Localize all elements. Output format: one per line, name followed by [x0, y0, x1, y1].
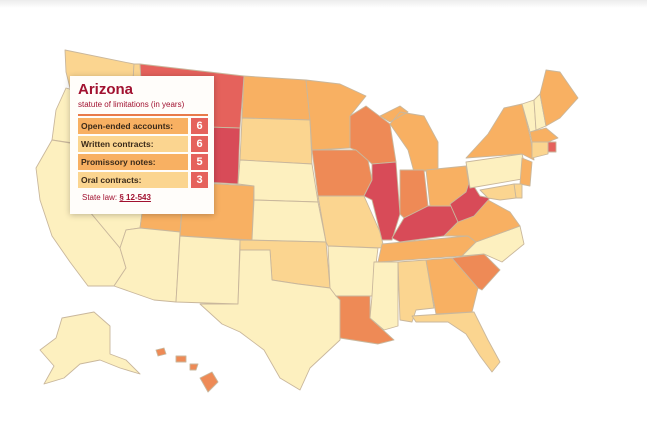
state-ma[interactable]	[529, 127, 559, 143]
tooltip-row-value: 3	[191, 172, 208, 188]
state-pa[interactable]	[465, 153, 529, 189]
state-law-link[interactable]: § 12-543	[119, 193, 151, 202]
state-tx[interactable]	[199, 249, 341, 391]
state-la[interactable]	[335, 295, 395, 345]
tooltip-state-name: Arizona	[78, 81, 134, 98]
state-wv[interactable]	[449, 179, 491, 223]
tooltip-row-label: Open-ended accounts:	[78, 118, 188, 134]
tooltip-row-value: 6	[191, 118, 208, 134]
state-ct[interactable]	[531, 141, 549, 159]
state-md[interactable]	[479, 183, 517, 201]
state-nj[interactable]	[519, 157, 533, 187]
state-il[interactable]	[363, 161, 401, 241]
state-me[interactable]	[539, 69, 579, 127]
state-ri[interactable]	[547, 141, 557, 153]
state-ar[interactable]	[327, 245, 379, 297]
state-ak[interactable]	[39, 311, 141, 385]
tooltip-state-law: State law: § 12-543	[78, 193, 208, 202]
tooltip-row-value: 6	[191, 136, 208, 152]
tooltip-row-value: 5	[191, 154, 208, 170]
state-nm[interactable]	[175, 235, 241, 305]
tooltip-subtitle: statute of limitations (in years)	[78, 99, 208, 116]
state-ks[interactable]	[251, 199, 327, 243]
tooltip-row-label: Oral contracts:	[78, 172, 188, 188]
state-ia[interactable]	[311, 149, 373, 197]
tooltip-row-label: Promissory notes:	[78, 154, 188, 170]
tooltip-row-promissory: Promissory notes: 5	[78, 154, 208, 170]
state-az[interactable]	[113, 227, 181, 303]
state-ny[interactable]	[465, 103, 535, 161]
state-hi[interactable]	[155, 347, 219, 393]
tooltip-row-open-ended: Open-ended accounts: 6	[78, 118, 208, 134]
state-ms[interactable]	[369, 261, 399, 331]
state-tooltip: Arizona statute of limitations (in years…	[70, 76, 214, 214]
tooltip-row-label: Written contracts:	[78, 136, 188, 152]
state-sd[interactable]	[239, 117, 313, 165]
top-shadow-bar	[0, 0, 647, 8]
state-ga[interactable]	[425, 257, 479, 315]
state-law-prefix: State law:	[82, 193, 118, 202]
tooltip-row-oral: Oral contracts: 3	[78, 172, 208, 188]
state-nd[interactable]	[241, 75, 311, 121]
state-fl[interactable]	[411, 311, 501, 373]
tooltip-row-written: Written contracts: 6	[78, 136, 208, 152]
state-mi[interactable]	[379, 105, 439, 173]
